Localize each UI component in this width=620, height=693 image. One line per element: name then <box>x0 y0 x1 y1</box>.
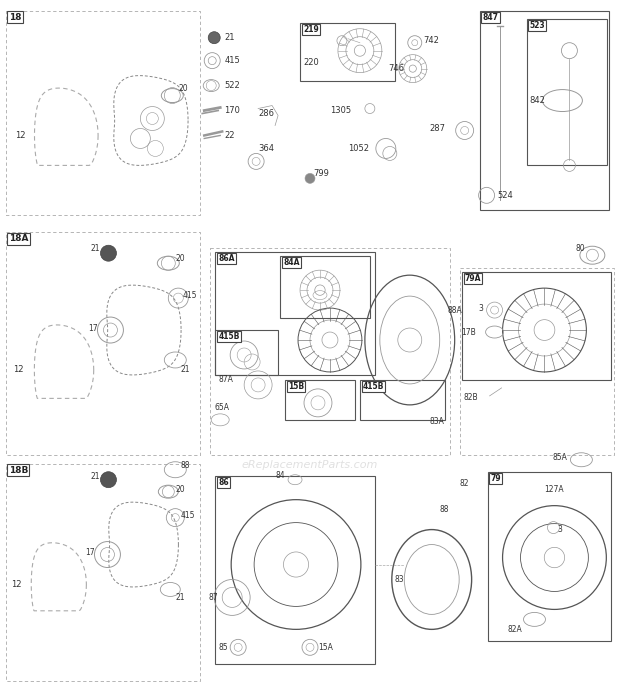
Text: 12: 12 <box>15 131 25 140</box>
Text: 87A: 87A <box>218 376 233 385</box>
Text: 17: 17 <box>88 324 97 333</box>
Text: 799: 799 <box>313 169 329 178</box>
Circle shape <box>100 472 117 488</box>
Text: 3: 3 <box>479 304 484 313</box>
Text: 84A: 84A <box>283 258 299 267</box>
Text: 1052: 1052 <box>348 144 369 153</box>
Text: 86: 86 <box>218 477 229 486</box>
Text: 83A: 83A <box>430 417 445 426</box>
Text: 85A: 85A <box>552 453 567 462</box>
Text: 170: 170 <box>224 106 240 115</box>
Text: 415B: 415B <box>218 332 239 341</box>
Text: 415B: 415B <box>363 382 384 391</box>
Text: 15A: 15A <box>318 643 333 652</box>
Text: 80: 80 <box>576 244 585 253</box>
Text: 842: 842 <box>529 96 546 105</box>
Text: 88: 88 <box>440 505 450 514</box>
Text: 17: 17 <box>85 548 94 557</box>
Text: 742: 742 <box>423 36 440 45</box>
Text: 219: 219 <box>303 25 319 34</box>
Text: 20: 20 <box>179 84 188 93</box>
Text: 746: 746 <box>389 64 405 73</box>
Text: 3: 3 <box>557 525 562 534</box>
Text: 522: 522 <box>224 81 240 90</box>
Text: 847: 847 <box>482 12 498 21</box>
Text: 82B: 82B <box>464 394 478 403</box>
Text: 524: 524 <box>498 191 513 200</box>
Text: 79A: 79A <box>464 274 481 283</box>
Circle shape <box>100 245 117 261</box>
Text: 415: 415 <box>182 290 197 299</box>
Text: 415: 415 <box>180 511 195 520</box>
Text: 84: 84 <box>275 471 285 480</box>
Text: 21: 21 <box>224 33 235 42</box>
Text: 18A: 18A <box>9 234 28 243</box>
Text: 21: 21 <box>175 593 185 602</box>
Text: 364: 364 <box>258 144 274 153</box>
Text: 17B: 17B <box>461 328 476 337</box>
Text: eReplacementParts.com: eReplacementParts.com <box>242 459 378 470</box>
Text: 20: 20 <box>175 485 185 494</box>
Text: 287: 287 <box>430 124 446 133</box>
Circle shape <box>208 32 220 44</box>
Text: 22: 22 <box>224 131 235 140</box>
Text: 18B: 18B <box>9 466 28 475</box>
Text: 127A: 127A <box>544 485 564 494</box>
Text: 12: 12 <box>12 365 23 374</box>
Text: 65A: 65A <box>215 403 229 412</box>
Text: 85: 85 <box>219 643 228 652</box>
Text: 21: 21 <box>180 365 190 374</box>
Text: 523: 523 <box>529 21 545 30</box>
Circle shape <box>305 173 315 184</box>
Text: 1305: 1305 <box>330 106 351 115</box>
Text: 18: 18 <box>9 12 21 21</box>
Text: 220: 220 <box>303 58 319 67</box>
Text: 88A: 88A <box>448 306 463 315</box>
Text: 82A: 82A <box>508 625 523 634</box>
Text: 79: 79 <box>490 474 501 483</box>
Text: 88: 88 <box>180 462 190 471</box>
Text: 15B: 15B <box>288 382 304 391</box>
Text: 415: 415 <box>224 56 240 65</box>
Text: 87: 87 <box>208 593 218 602</box>
Text: 286: 286 <box>258 109 274 118</box>
Text: 82: 82 <box>459 479 469 488</box>
Text: 83: 83 <box>394 575 404 584</box>
Text: 86A: 86A <box>218 254 235 263</box>
Text: 12: 12 <box>11 580 21 589</box>
Text: 21: 21 <box>91 472 100 481</box>
Text: 21: 21 <box>91 244 100 253</box>
Text: 20: 20 <box>175 254 185 263</box>
